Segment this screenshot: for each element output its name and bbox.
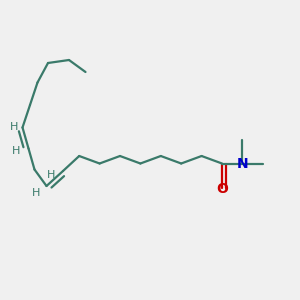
- Text: H: H: [10, 122, 19, 132]
- Text: H: H: [47, 170, 55, 181]
- Text: N: N: [237, 157, 248, 170]
- Text: O: O: [216, 182, 228, 196]
- Text: H: H: [32, 188, 40, 199]
- Text: H: H: [12, 146, 21, 157]
